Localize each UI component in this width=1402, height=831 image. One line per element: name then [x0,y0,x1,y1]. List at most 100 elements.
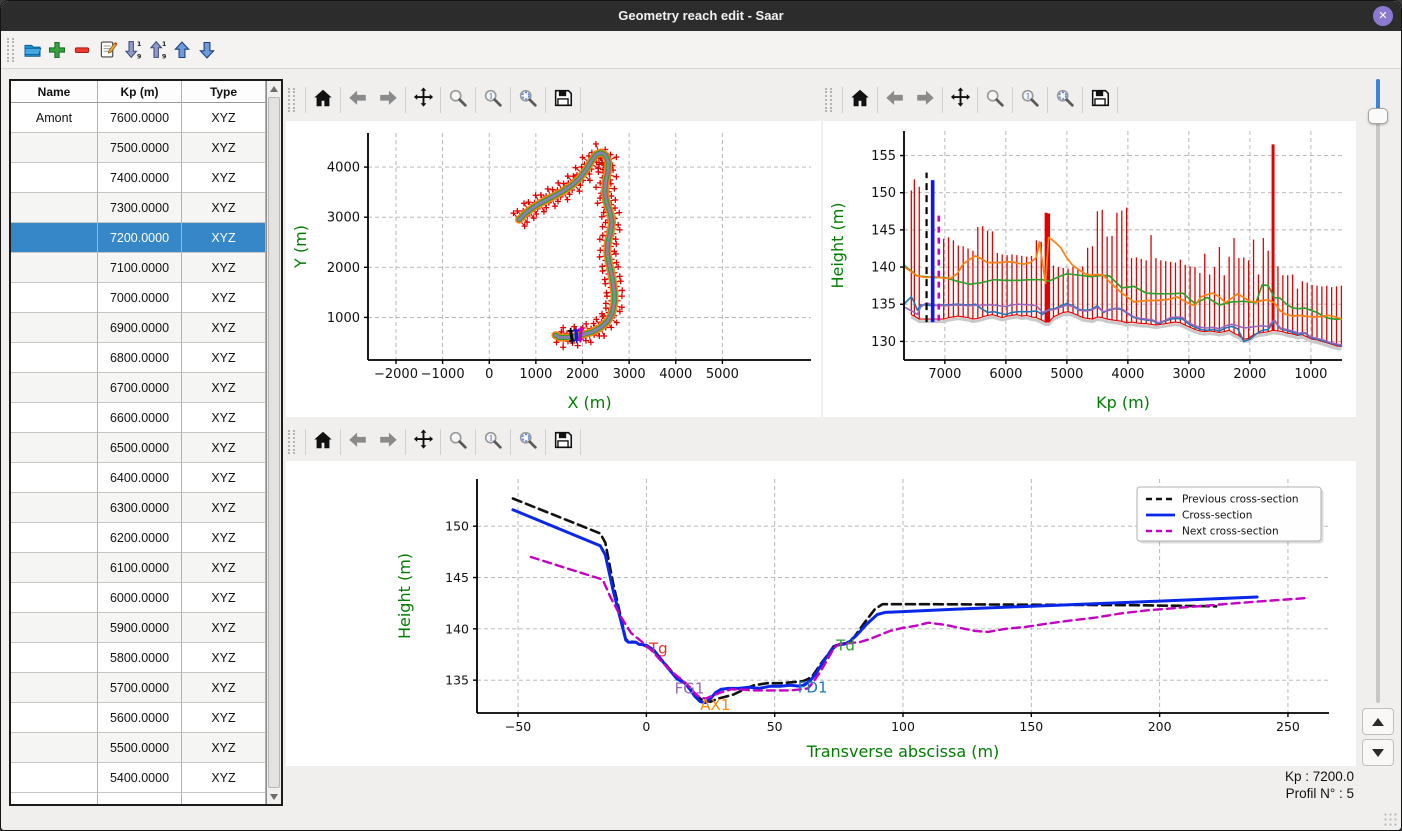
table-cell[interactable]: 5600.0000 [98,703,182,733]
table-cell[interactable]: XYZ [182,463,266,493]
table-cell[interactable]: XYZ [182,163,266,193]
table-cell[interactable]: XYZ [182,523,266,553]
table-row[interactable]: 5400.0000 XYZ [11,763,266,793]
table-row[interactable]: 7000.0000 XYZ [11,283,266,313]
table-cell[interactable]: 5500.0000 [98,733,182,763]
table-cell[interactable]: 5700.0000 [98,673,182,703]
table-row[interactable]: 5600.0000 XYZ [11,703,266,733]
table-cell[interactable] [11,283,98,313]
table-row[interactable]: 7300.0000 XYZ [11,193,266,223]
table-cell[interactable] [11,463,98,493]
scroll-down-icon[interactable] [267,789,281,804]
table-cell[interactable]: 5400.0000 [98,763,182,793]
remove-profile-button[interactable] [70,37,94,63]
table-cell[interactable]: XYZ [182,253,266,283]
table-cell[interactable]: 5800.0000 [98,643,182,673]
table-cell[interactable]: 6300.0000 [98,493,182,523]
table-row[interactable]: 6500.0000 XYZ [11,433,266,463]
table-cell[interactable]: XYZ [182,283,266,313]
table-cell[interactable] [11,493,98,523]
table-cell[interactable] [11,133,98,163]
table-cell[interactable]: XYZ [182,133,266,163]
table-row[interactable]: 6900.0000 XYZ [11,313,266,343]
table-cell[interactable]: XYZ [182,103,266,133]
zoom-one-button[interactable]: 1 [480,428,506,456]
profile-slider-track[interactable] [1376,79,1380,703]
open-geometry-button[interactable] [20,37,44,63]
zoom-button[interactable] [982,86,1008,114]
table-cell[interactable] [11,643,98,673]
forward-button[interactable] [375,428,401,456]
table-cell[interactable]: 6700.0000 [98,373,182,403]
table-cell[interactable] [11,523,98,553]
zoom-fit-button[interactable] [1052,86,1078,114]
table-row[interactable]: 7100.0000 XYZ [11,253,266,283]
back-button[interactable] [345,428,371,456]
table-row[interactable]: Amont 7600.0000 XYZ [11,103,266,133]
table-scrollbar[interactable] [266,81,281,804]
table-cell[interactable]: XYZ [182,733,266,763]
scrollbar-thumb[interactable] [268,97,280,788]
table-cell[interactable] [11,223,98,253]
back-button[interactable] [345,86,371,114]
table-cell[interactable] [11,613,98,643]
toolbar-drag-handle[interactable] [7,37,14,62]
table-cell[interactable]: XYZ [182,343,266,373]
table-cell[interactable]: 7600.0000 [98,103,182,133]
table-cell[interactable] [11,343,98,373]
table-cell[interactable] [11,583,98,613]
forward-button[interactable] [912,86,938,114]
table-row[interactable]: 6200.0000 XYZ [11,523,266,553]
table-row[interactable]: 5500.0000 XYZ [11,733,266,763]
save-button[interactable] [550,428,576,456]
pan-button[interactable] [947,86,973,114]
move-up-button[interactable] [170,37,194,63]
column-header[interactable]: Name [11,81,98,103]
scroll-up-icon[interactable] [267,81,281,96]
table-cell[interactable] [11,373,98,403]
add-profile-button[interactable] [45,37,69,63]
table-row[interactable]: 6400.0000 XYZ [11,463,266,493]
zoom-button[interactable] [445,86,471,114]
table-cell[interactable]: 6600.0000 [98,403,182,433]
move-down-button[interactable] [195,37,219,63]
profile-slider-handle[interactable] [1368,108,1388,124]
table-cell[interactable]: 6200.0000 [98,523,182,553]
table-cell[interactable]: 5900.0000 [98,613,182,643]
close-button[interactable]: ✕ [1373,6,1393,26]
zoom-fit-button[interactable] [515,428,541,456]
edit-profile-button[interactable] [95,37,119,63]
back-button[interactable] [882,86,908,114]
table-cell[interactable]: 7300.0000 [98,193,182,223]
table-cell[interactable]: 7000.0000 [98,283,182,313]
zoom-fit-button[interactable] [515,86,541,114]
zoom-one-button[interactable]: 1 [480,86,506,114]
home-button[interactable] [310,86,336,114]
table-cell[interactable] [11,433,98,463]
table-row[interactable]: 6100.0000 XYZ [11,553,266,583]
toolbar-drag-handle[interactable] [825,88,832,112]
table-cell[interactable] [11,763,98,793]
table-cell[interactable] [11,253,98,283]
next-profile-button[interactable] [1362,739,1394,766]
table-row[interactable]: 6700.0000 XYZ [11,373,266,403]
table-row[interactable]: 7200.0000 XYZ [11,223,266,253]
zoom-button[interactable] [445,428,471,456]
resize-grip[interactable] [1383,812,1397,826]
table-cell[interactable] [11,673,98,703]
save-button[interactable] [550,86,576,114]
table-cell[interactable]: 6000.0000 [98,583,182,613]
table-cell[interactable]: 6100.0000 [98,553,182,583]
table-cell[interactable] [11,553,98,583]
table-cell[interactable]: XYZ [182,583,266,613]
table-cell[interactable] [11,703,98,733]
home-button[interactable] [310,428,336,456]
table-row[interactable]: 7400.0000 XYZ [11,163,266,193]
pan-button[interactable] [410,428,436,456]
table-cell[interactable]: XYZ [182,553,266,583]
table-cell[interactable]: Amont [11,103,98,133]
table-cell[interactable]: 6500.0000 [98,433,182,463]
table-cell[interactable]: XYZ [182,373,266,403]
